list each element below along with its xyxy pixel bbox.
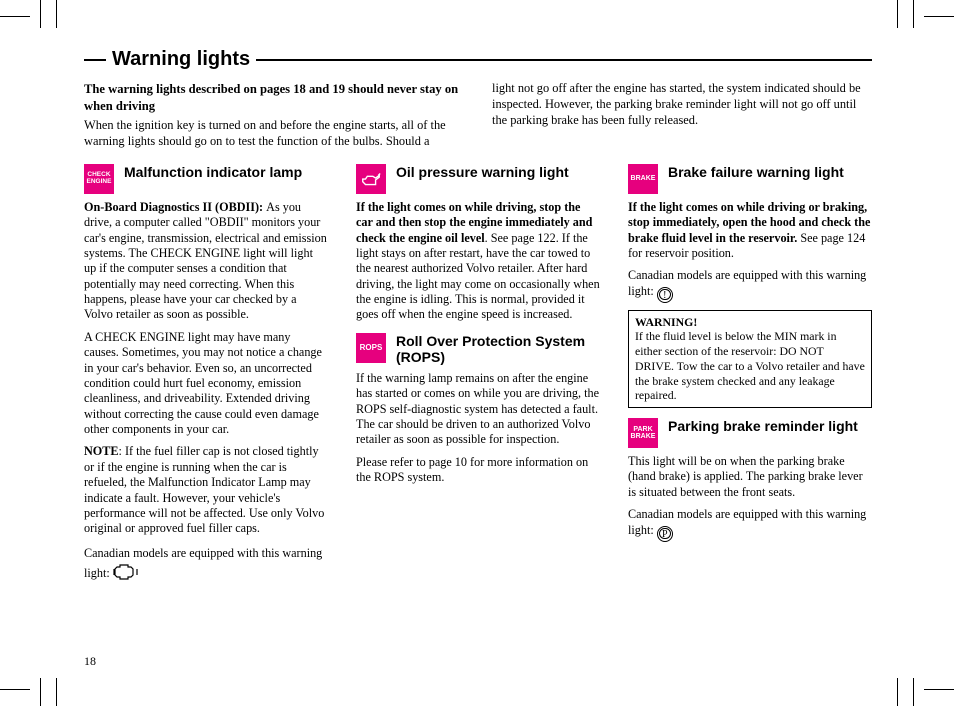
section-head-malfunction: CHECK ENGINE Malfunction indicator lamp [84, 164, 328, 194]
body-text: A CHECK ENGINE light may have many cause… [84, 330, 328, 438]
brake-icon: BRAKE [628, 164, 658, 194]
intro-right-body: light not go off after the engine has st… [492, 81, 872, 129]
body-text: Canadian models are equipped with this w… [628, 507, 872, 541]
intro-block: The warning lights described on pages 18… [84, 81, 872, 150]
warning-title: WARNING! [635, 315, 865, 330]
section-title: Brake failure warning light [668, 164, 844, 180]
column-3: BRAKE Brake failure warning light If the… [628, 164, 872, 595]
column-1: CHECK ENGINE Malfunction indicator lamp … [84, 164, 328, 595]
note-body: : If the fuel filler cap is not closed t… [84, 444, 324, 535]
body-text: If the warning lamp remains on after the… [356, 371, 600, 448]
obdii-lead: On-Board Diagnostics II (OBDII): [84, 200, 266, 214]
warning-body: If the fluid level is below the MIN mark… [635, 329, 865, 403]
obdii-body: As you drive, a computer called "OBDII" … [84, 200, 327, 322]
note-lead: NOTE [84, 444, 119, 458]
warning-box: WARNING! If the fluid level is below the… [628, 310, 872, 408]
check-engine-icon: CHECK ENGINE [84, 164, 114, 194]
body-text: Canadian models are equipped with this w… [628, 268, 872, 302]
intro-bold-text: The warning lights described on pages 18… [84, 81, 464, 115]
body-text: Canadian models are equipped with this w… [84, 544, 328, 588]
body-text: NOTE: If the fuel filler cap is not clos… [84, 444, 328, 536]
section-head-rops: ROPS Roll Over Protection System (ROPS) [356, 333, 600, 365]
column-2: Oil pressure warning light If the light … [356, 164, 600, 595]
body-text: This light will be on when the parking b… [628, 454, 872, 500]
body-text: If the light comes on while driving, sto… [356, 200, 600, 323]
intro-left: The warning lights described on pages 18… [84, 81, 464, 150]
section-title: Roll Over Protection System (ROPS) [396, 333, 600, 365]
brake-circle-icon: ! [657, 287, 673, 303]
park-circle-icon: P [657, 526, 673, 542]
page-number: 18 [84, 654, 96, 669]
oil-can-icon [356, 164, 386, 194]
park-brake-icon: PARK BRAKE [628, 418, 658, 448]
section-title: Oil pressure warning light [396, 164, 569, 180]
engine-outline-icon [113, 563, 139, 588]
intro-right: light not go off after the engine has st… [492, 81, 872, 150]
rops-icon: ROPS [356, 333, 386, 363]
page-title: Warning lights [112, 48, 250, 71]
body-text: On-Board Diagnostics II (OBDII): As you … [84, 200, 328, 323]
section-title: Parking brake reminder light [668, 418, 858, 434]
body-text: Please refer to page 10 for more informa… [356, 455, 600, 486]
title-rule [84, 59, 106, 61]
section-title: Malfunction indicator lamp [124, 164, 302, 180]
intro-left-body: When the ignition key is turned on and b… [84, 118, 464, 150]
page-content: Warning lights The warning lights descri… [84, 48, 872, 595]
title-rule [256, 59, 872, 61]
section-head-parkbrake: PARK BRAKE Parking brake reminder light [628, 418, 872, 448]
page-title-row: Warning lights [84, 48, 872, 71]
section-head-oil: Oil pressure warning light [356, 164, 600, 194]
main-columns: CHECK ENGINE Malfunction indicator lamp … [84, 164, 872, 595]
section-head-brake: BRAKE Brake failure warning light [628, 164, 872, 194]
body-text: If the light comes on while driving or b… [628, 200, 872, 262]
